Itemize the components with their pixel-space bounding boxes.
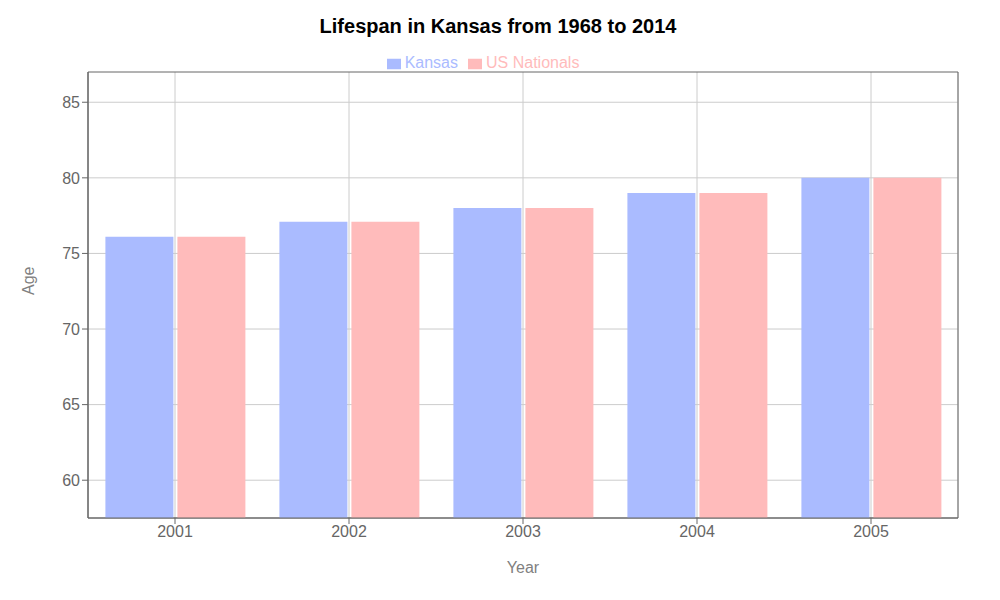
html-text:Kansas: Kansas bbox=[404, 54, 458, 71]
html-text:US Nationals: US Nationals bbox=[486, 54, 580, 71]
svg-text:70: 70 bbox=[62, 321, 80, 338]
svg-text:2005: 2005 bbox=[853, 523, 889, 540]
html-text:Lifespan in Kansas from 1968 t: Lifespan in Kansas from 1968 to 2014 bbox=[319, 15, 677, 37]
svg-text:2001: 2001 bbox=[157, 523, 193, 540]
svg-text:60: 60 bbox=[62, 472, 80, 489]
svg-text:Age: Age bbox=[20, 266, 37, 295]
svg-text:2004: 2004 bbox=[679, 523, 715, 540]
svg-text:75: 75 bbox=[62, 245, 80, 262]
svg-text:80: 80 bbox=[62, 170, 80, 187]
svg-text:85: 85 bbox=[62, 94, 80, 111]
svg-text:2003: 2003 bbox=[505, 523, 541, 540]
svg-text:Year: Year bbox=[507, 559, 540, 576]
svg-text:65: 65 bbox=[62, 396, 80, 413]
svg-text:2002: 2002 bbox=[331, 523, 367, 540]
